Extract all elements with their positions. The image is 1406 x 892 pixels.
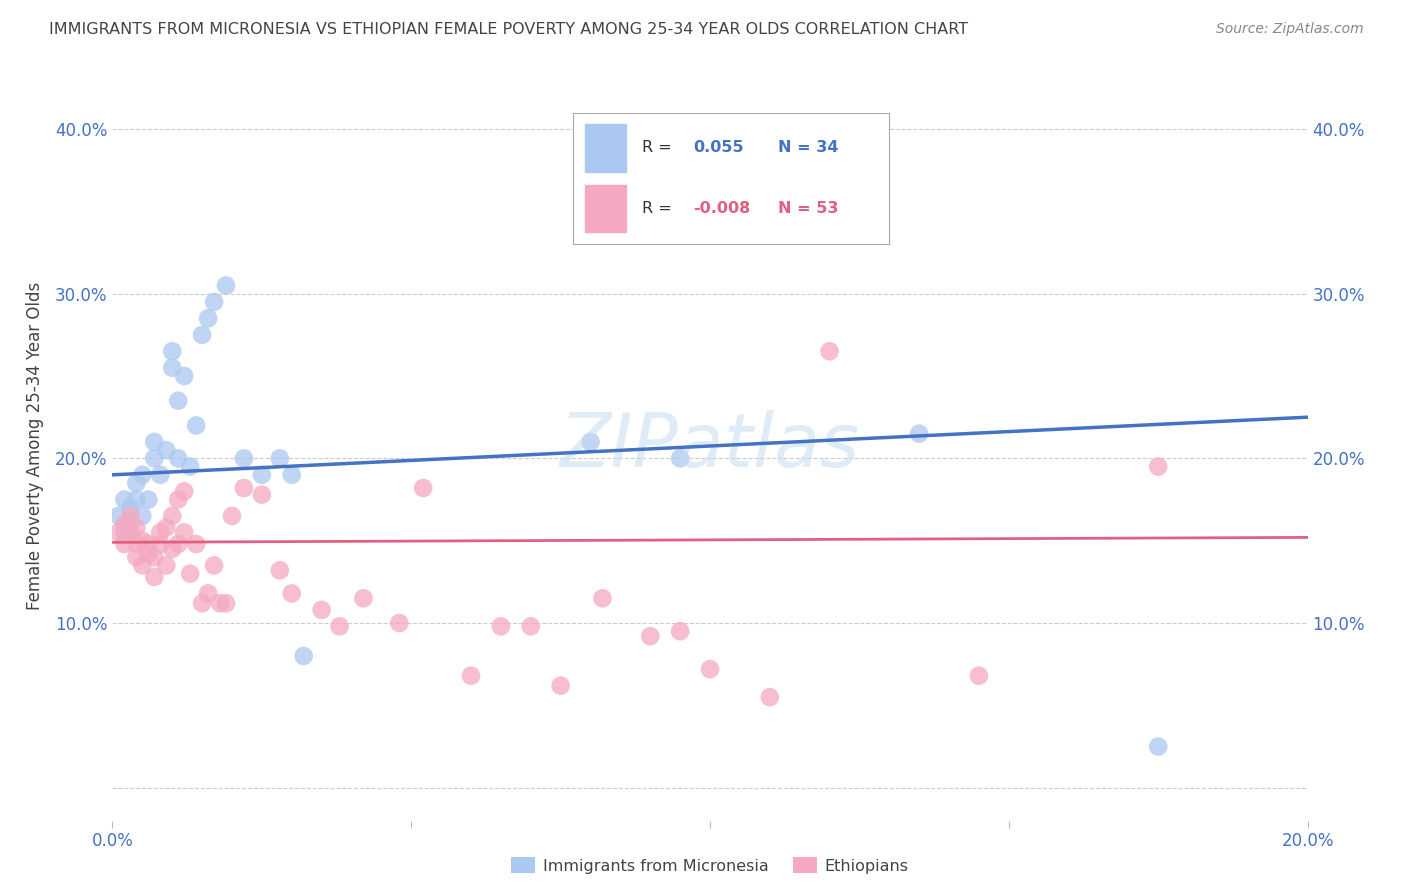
Point	[143, 570, 166, 584]
Point	[191, 596, 214, 610]
Point	[162, 508, 183, 523]
Point	[215, 596, 238, 610]
Y-axis label: Female Poverty Among 25-34 Year Olds: Female Poverty Among 25-34 Year Olds	[25, 282, 44, 610]
Point	[281, 586, 304, 600]
Point	[138, 537, 160, 551]
Point	[250, 487, 273, 501]
Point	[143, 451, 166, 466]
Point	[412, 481, 434, 495]
Point	[167, 451, 190, 466]
Point	[311, 603, 333, 617]
Point	[125, 537, 148, 551]
Point	[173, 525, 195, 540]
Point	[388, 615, 411, 630]
Point	[967, 669, 990, 683]
Point	[120, 517, 142, 532]
Text: Source: ZipAtlas.com: Source: ZipAtlas.com	[1216, 22, 1364, 37]
Point	[162, 344, 183, 359]
Point	[520, 619, 543, 633]
Point	[699, 662, 721, 676]
Point	[167, 492, 190, 507]
Point	[186, 418, 208, 433]
Point	[269, 451, 291, 466]
Point	[669, 624, 692, 639]
Point	[759, 690, 782, 705]
Point	[114, 525, 135, 540]
Point	[149, 537, 172, 551]
Point	[155, 520, 177, 534]
Point	[179, 459, 201, 474]
Point	[114, 492, 135, 507]
Point	[173, 369, 195, 384]
Point	[818, 344, 841, 359]
Point	[138, 492, 160, 507]
Point	[125, 550, 148, 565]
Point	[908, 426, 931, 441]
Point	[353, 591, 375, 606]
Point	[269, 563, 291, 577]
Point	[1147, 459, 1170, 474]
Point	[131, 533, 153, 548]
Point	[550, 679, 572, 693]
Point	[209, 596, 232, 610]
Legend: Immigrants from Micronesia, Ethiopians: Immigrants from Micronesia, Ethiopians	[505, 851, 915, 880]
Point	[191, 327, 214, 342]
Point	[120, 508, 142, 523]
Point	[669, 451, 692, 466]
Point	[197, 311, 219, 326]
Point	[250, 467, 273, 482]
Point	[292, 648, 315, 663]
Point	[640, 629, 662, 643]
Text: IMMIGRANTS FROM MICRONESIA VS ETHIOPIAN FEMALE POVERTY AMONG 25-34 YEAR OLDS COR: IMMIGRANTS FROM MICRONESIA VS ETHIOPIAN …	[49, 22, 969, 37]
Point	[197, 586, 219, 600]
Point	[233, 451, 256, 466]
Point	[120, 500, 142, 515]
Point	[179, 566, 201, 581]
Point	[202, 294, 225, 309]
Point	[143, 434, 166, 449]
Point	[114, 517, 135, 532]
Point	[120, 525, 142, 540]
Point	[1147, 739, 1170, 754]
Point	[489, 619, 512, 633]
Point	[173, 484, 195, 499]
Point	[167, 537, 190, 551]
Point	[149, 525, 172, 540]
Point	[125, 520, 148, 534]
Point	[579, 434, 602, 449]
Point	[281, 467, 304, 482]
Point	[131, 558, 153, 573]
Point	[202, 558, 225, 573]
Point	[107, 525, 129, 540]
Point	[329, 619, 352, 633]
Point	[131, 508, 153, 523]
Point	[149, 467, 172, 482]
Point	[125, 476, 148, 491]
Point	[592, 591, 614, 606]
Text: ZIPatlas: ZIPatlas	[560, 410, 860, 482]
Point	[114, 537, 135, 551]
Point	[221, 508, 243, 523]
Point	[233, 481, 256, 495]
Point	[143, 550, 166, 565]
Point	[162, 360, 183, 375]
Point	[162, 541, 183, 556]
Point	[167, 393, 190, 408]
Point	[155, 443, 177, 458]
Point	[215, 278, 238, 293]
Point	[107, 508, 129, 523]
Point	[138, 547, 160, 561]
Point	[460, 669, 482, 683]
Point	[131, 467, 153, 482]
Point	[125, 492, 148, 507]
Point	[186, 537, 208, 551]
Point	[155, 558, 177, 573]
